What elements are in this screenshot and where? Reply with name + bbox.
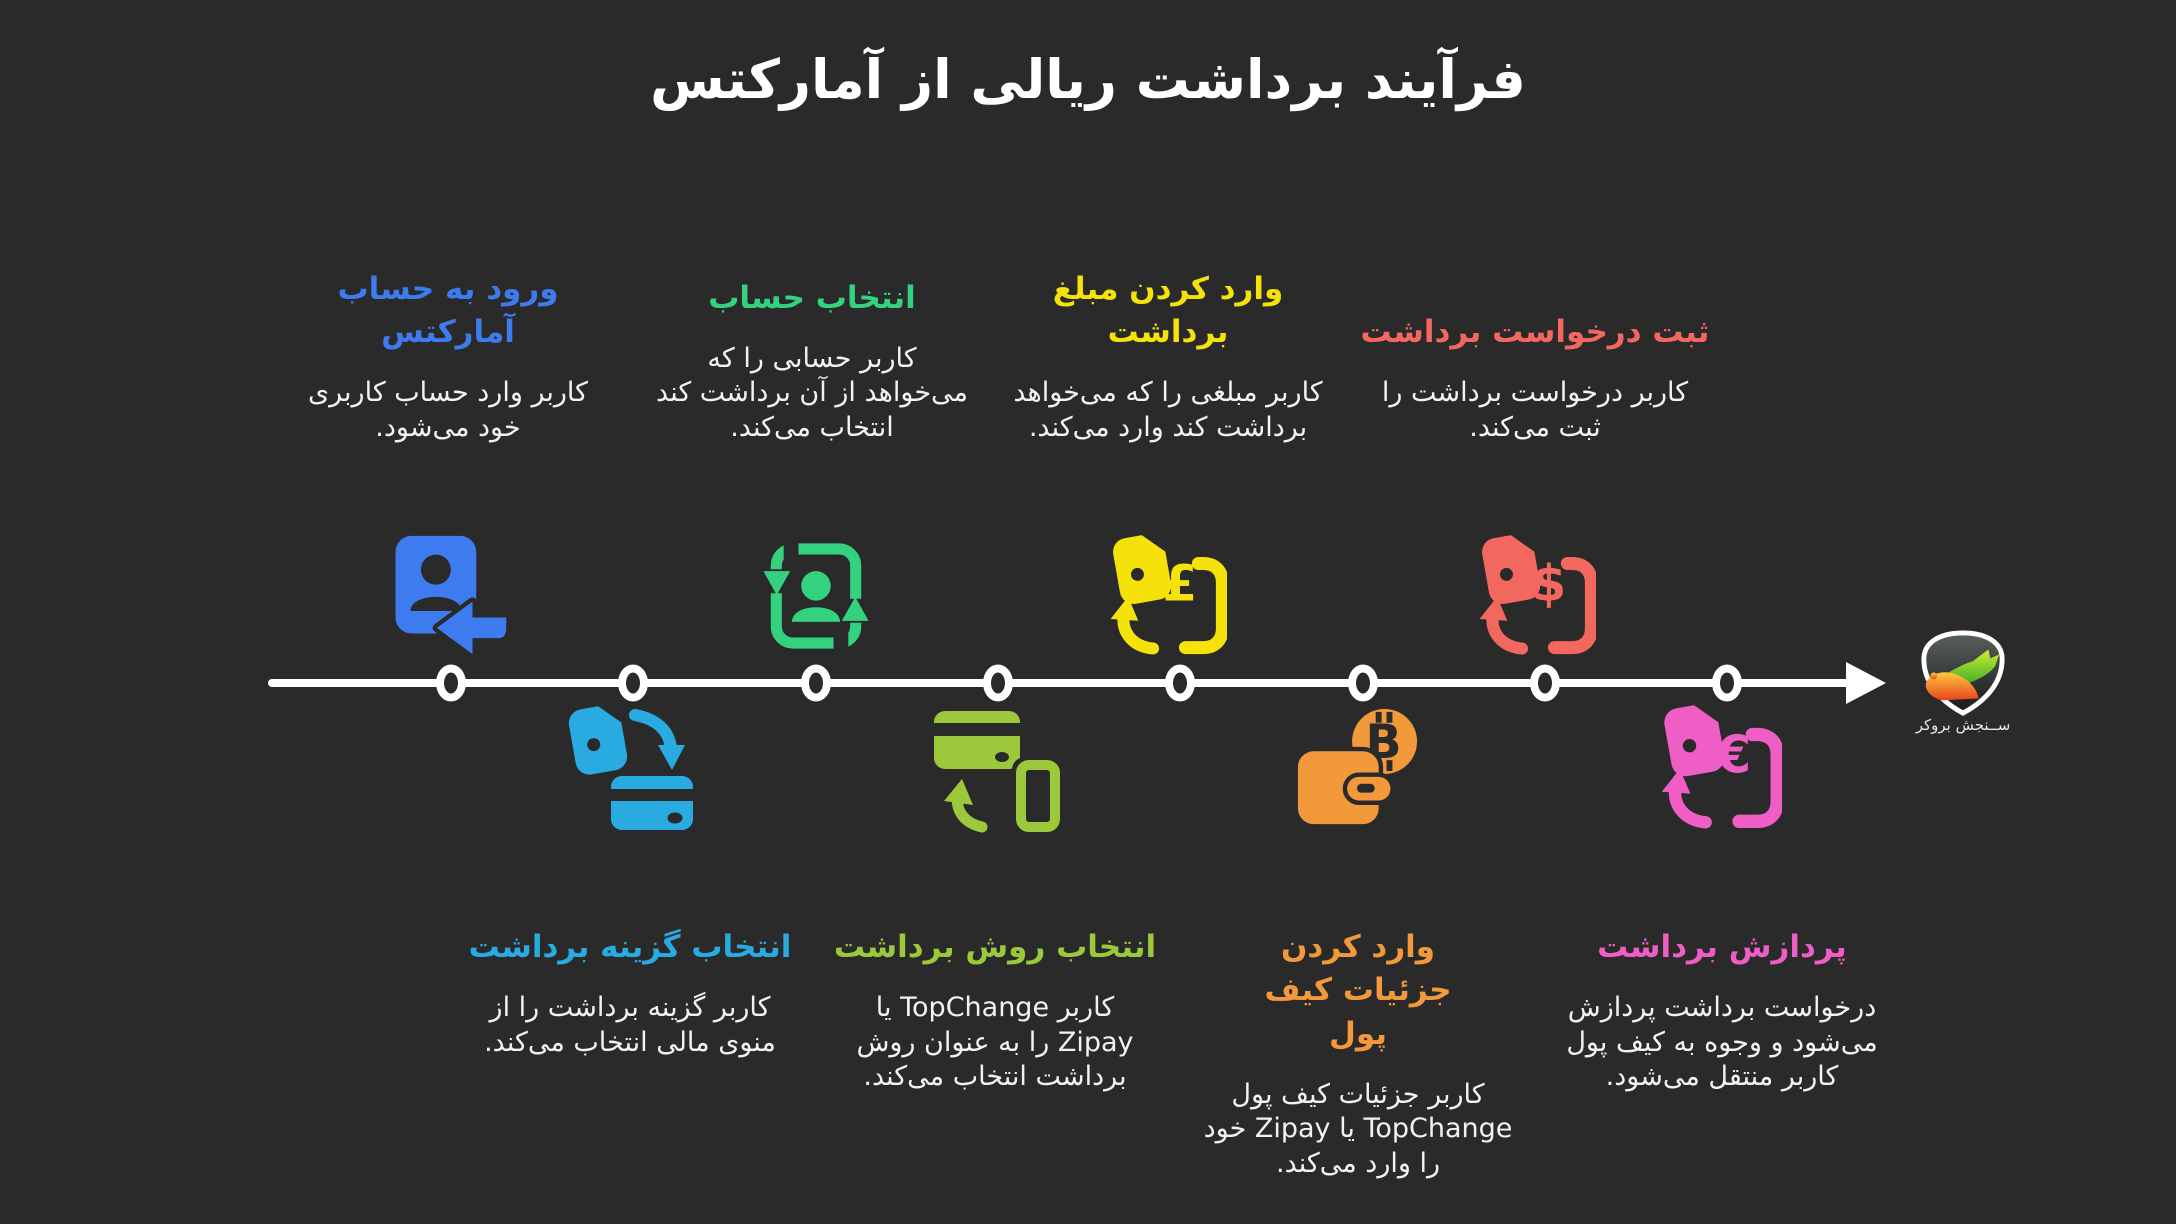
timeline-dot-2	[618, 664, 648, 702]
step-4-body: کاربر درخواست برداشت را ثبت می‌کند.	[1381, 377, 1689, 443]
timeline-dot-5	[1165, 664, 1195, 702]
timeline-dot-1	[436, 664, 466, 702]
step-6-text: انتخاب روش برداشت کاربر TopChange یا Zip…	[805, 926, 1185, 1094]
step-3-text: وارد کردن مبلغ برداشت کاربر مبلغی را که …	[978, 268, 1358, 445]
step-1-title: ورود به حساب آمارکتس	[337, 270, 559, 351]
pound-symbol: £	[1163, 554, 1198, 612]
step-5-body: کاربر گزینه برداشت را از منوی مالی انتخا…	[484, 992, 776, 1058]
step-6-body: کاربر TopChange یا Zipay را به عنوان روش…	[856, 992, 1134, 1092]
step-2-body: کاربر حسابی را که می‌خواهد از آن برداشت …	[656, 343, 968, 443]
step-7-text: وارد کردن جزئیات کیف پول کاربر جزئیات کی…	[1168, 926, 1548, 1181]
step-2-text: انتخاب حساب کاربر حسابی را که می‌خواهد ا…	[622, 277, 1002, 445]
step-8-body: درخواست برداشت پردازش می‌شود و وجوه به ک…	[1566, 992, 1878, 1092]
account-sync-icon	[756, 536, 876, 660]
crypto-wallet-icon: B	[1292, 706, 1422, 838]
bear-icon	[1925, 672, 1979, 701]
step-7-body: کاربر جزئیات کیف پول TopChange یا Zipay …	[1203, 1079, 1513, 1179]
timeline-dot-8	[1712, 664, 1742, 702]
step-1-body: کاربر وارد حساب کاربری خود می‌شود.	[308, 377, 588, 443]
step-4-title: ثبت درخواست برداشت	[1360, 314, 1710, 351]
timeline-dot-7	[1530, 664, 1560, 702]
page-title: فرآیند برداشت ریالی از آمارکتس	[650, 48, 1526, 111]
step-4-text: ثبت درخواست برداشت کاربر درخواست برداشت …	[1345, 311, 1725, 445]
card-to-phone-icon	[928, 703, 1062, 839]
currency-exchange-dollar-icon: $	[1474, 530, 1598, 662]
timeline-dot-4	[983, 664, 1013, 702]
step-6-title: انتخاب روش برداشت	[833, 929, 1157, 965]
dollar-symbol: $	[1532, 554, 1567, 612]
broker-logo-caption: ســنجش بروکر	[1915, 716, 2011, 734]
step-8-text: پردازش برداشت درخواست برداشت پردازش می‌ش…	[1532, 926, 1912, 1094]
user-login-icon	[388, 532, 511, 662]
currency-exchange-pound-icon: £	[1105, 530, 1229, 662]
step-8-title: پردازش برداشت	[1597, 929, 1847, 965]
timeline-dot-6	[1348, 664, 1378, 702]
timeline-dot-3	[801, 664, 831, 702]
timeline-arrowhead-icon	[1846, 662, 1886, 704]
currency-exchange-euro-icon: €	[1656, 700, 1784, 836]
step-7-title: وارد کردن جزئیات کیف پول	[1264, 929, 1452, 1052]
step-1-text: ورود به حساب آمارکتس کاربر وارد حساب کار…	[258, 268, 638, 445]
step-2-title: انتخاب حساب	[708, 279, 916, 316]
money-to-card-icon	[563, 700, 697, 838]
step-3-body: کاربر مبلغی را که می‌خواهد برداشت کند وا…	[1013, 377, 1323, 443]
step-3-title: وارد کردن مبلغ برداشت	[1052, 270, 1284, 351]
euro-symbol: €	[1714, 726, 1751, 786]
step-5-text: انتخاب گزینه برداشت کاربر گزینه برداشت ر…	[440, 926, 820, 1060]
step-5-title: انتخاب گزینه برداشت	[468, 929, 792, 965]
timeline-line	[268, 679, 1850, 687]
broker-logo	[1914, 630, 2012, 720]
